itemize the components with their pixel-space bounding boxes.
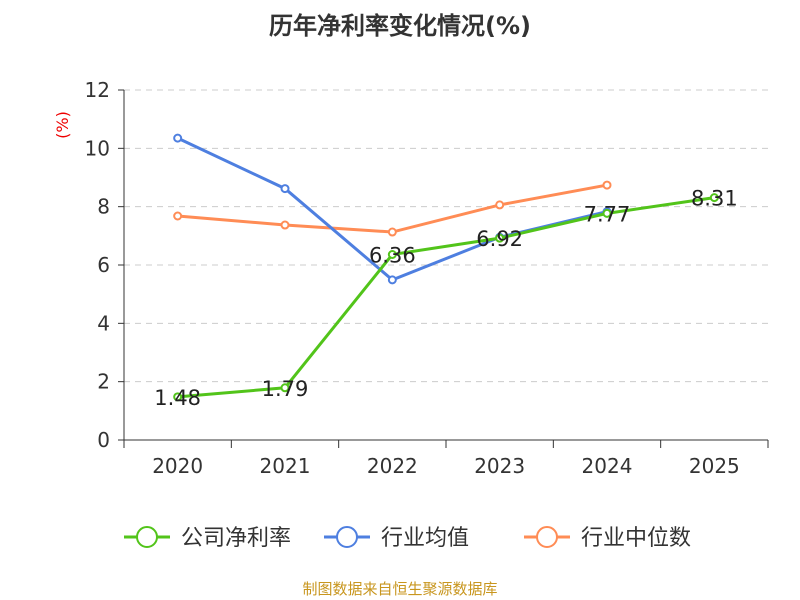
data-label: 1.48	[154, 386, 201, 410]
data-point	[387, 275, 397, 285]
y-tick-label: 4	[97, 311, 110, 335]
chart-title: 历年净利率变化情况(%)	[269, 12, 531, 40]
y-axis-label: (%)	[53, 111, 72, 139]
source-note: 制图数据来自恒生聚源数据库	[302, 580, 498, 598]
legend-label: 公司净利率	[181, 526, 291, 551]
series-line-1	[177, 196, 715, 399]
x-tick-label: 2020	[152, 454, 203, 478]
x-tick-label: 2022	[367, 454, 418, 478]
legend-marker	[136, 526, 158, 548]
data-point	[602, 208, 612, 218]
data-point	[602, 180, 612, 190]
data-point	[280, 220, 290, 230]
data-point	[280, 383, 290, 393]
y-tick-label: 6	[97, 253, 110, 277]
data-point	[387, 250, 397, 259]
data-point	[495, 233, 505, 243]
data-label: 6.92	[476, 227, 523, 251]
data-point	[173, 392, 183, 402]
y-tick-label: 2	[97, 370, 110, 394]
legend-marker	[336, 526, 358, 548]
data-point	[173, 133, 183, 143]
data-point	[173, 211, 183, 221]
x-tick-label: 2025	[689, 454, 740, 478]
data-label: 8.31	[691, 187, 738, 211]
y-tick-label: 8	[97, 195, 110, 219]
y-tick-label: 12	[85, 78, 110, 102]
data-point	[280, 184, 290, 194]
legend-marker	[536, 526, 558, 548]
x-tick-label: 2023	[474, 454, 525, 478]
x-tick-label: 2024	[582, 454, 633, 478]
data-label: 7.77	[584, 202, 631, 226]
y-tick-label: 10	[85, 136, 110, 160]
data-point	[495, 200, 505, 210]
legend-label: 行业均值	[381, 526, 469, 551]
data-point	[387, 227, 397, 237]
data-label: 1.79	[262, 377, 309, 401]
data-label: 6.36	[369, 244, 416, 268]
data-point	[709, 193, 719, 203]
series-line-3	[177, 183, 608, 234]
x-tick-label: 2021	[260, 454, 311, 478]
legend-label: 行业中位数	[581, 526, 691, 551]
y-tick-label: 0	[97, 428, 110, 452]
